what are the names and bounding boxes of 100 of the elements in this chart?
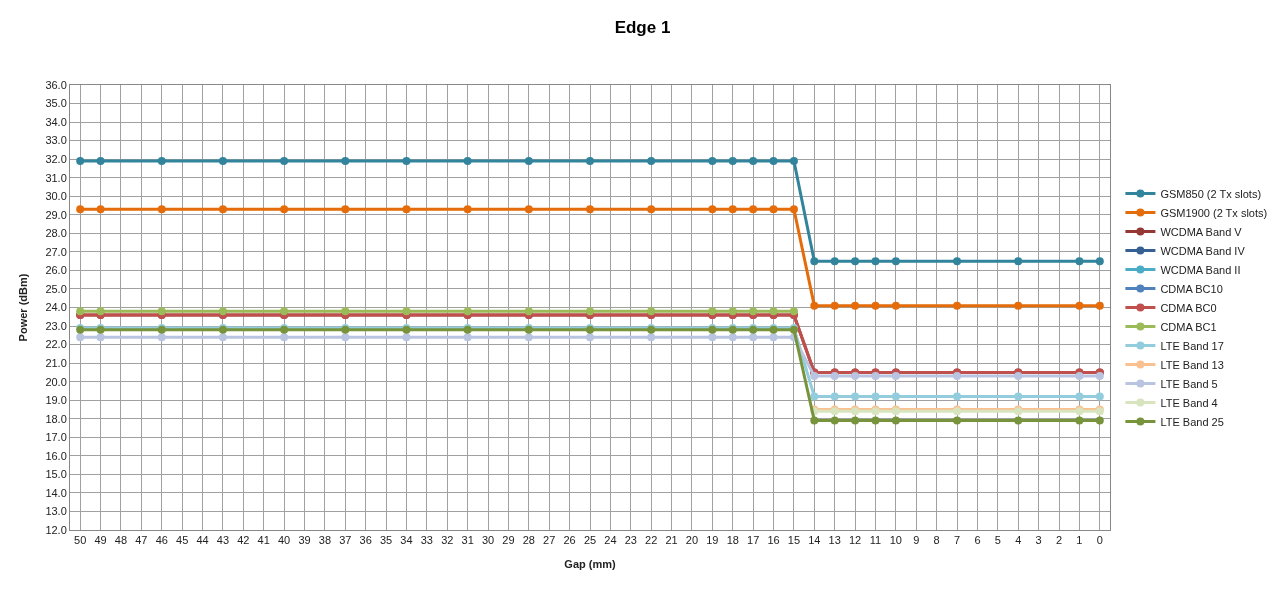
y-tick-label: 26.0 (45, 264, 67, 277)
x-tick-label: 7 (954, 534, 961, 547)
legend-label: LTE Band 5 (1160, 377, 1218, 390)
x-tick-label: 18 (726, 534, 739, 547)
y-tick-label: 36.0 (45, 78, 67, 91)
point (851, 416, 860, 425)
x-tick-label: 16 (767, 534, 780, 547)
point (280, 333, 289, 342)
x-tick-label: 36 (359, 534, 372, 547)
legend-label: WCDMA Band II (1160, 263, 1241, 276)
legend-label: LTE Band 25 (1160, 415, 1224, 428)
point (728, 333, 737, 342)
legend-label: GSM1900 (2 Tx slots) (1160, 206, 1268, 219)
y-tick-label: 13.0 (45, 505, 67, 518)
point (218, 157, 227, 166)
point (96, 333, 105, 342)
x-tick-label: 0 (1096, 534, 1103, 547)
point (728, 205, 737, 214)
y-tick-label: 29.0 (45, 208, 67, 221)
point (708, 205, 717, 214)
point (1014, 372, 1023, 381)
x-tick-label: 50 (74, 534, 87, 547)
x-tick-label: 25 (583, 534, 597, 547)
y-tick-label: 21.0 (45, 356, 67, 369)
legend-label: CDMA BC1 (1160, 320, 1217, 333)
x-tick-label: 6 (974, 534, 981, 547)
point (280, 205, 289, 214)
point (891, 372, 900, 381)
point (1095, 392, 1104, 401)
point (810, 372, 819, 381)
x-tick-label: 26 (563, 534, 576, 547)
point (830, 392, 839, 401)
point (891, 416, 900, 425)
y-tick-label: 16.0 (45, 449, 67, 462)
legend-label: GSM850 (2 Tx slots) (1160, 187, 1262, 200)
x-tick-label: 21 (665, 534, 678, 547)
point (830, 372, 839, 381)
x-tick-label: 43 (216, 534, 230, 547)
point (157, 333, 166, 342)
x-tick-label: 8 (933, 534, 940, 547)
y-tick-label: 33.0 (45, 134, 67, 147)
point (789, 205, 798, 214)
x-tick-label: 9 (913, 534, 920, 547)
y-tick-label: 24.0 (45, 301, 67, 314)
point (1014, 416, 1023, 425)
y-tick-label: 17.0 (45, 431, 67, 444)
x-tick-label: 42 (237, 534, 250, 547)
point (871, 392, 880, 401)
x-tick-label: 20 (685, 534, 699, 547)
point (1014, 301, 1023, 310)
point (96, 157, 105, 166)
x-tick-label: 30 (481, 534, 495, 547)
point (341, 333, 350, 342)
x-tick-label: 45 (176, 534, 189, 547)
point (953, 392, 962, 401)
point (1095, 257, 1104, 266)
y-tick-label: 27.0 (45, 245, 67, 258)
point (1075, 416, 1084, 425)
point (524, 157, 533, 166)
point (402, 157, 411, 166)
point (891, 301, 900, 310)
point (769, 333, 778, 342)
point (871, 257, 880, 266)
y-tick-label: 12.0 (45, 523, 67, 536)
point (586, 205, 594, 214)
point (586, 157, 594, 166)
point (1014, 257, 1023, 266)
point (647, 157, 656, 166)
point (810, 257, 819, 266)
y-tick-label: 20.0 (45, 375, 67, 388)
x-tick-label: 3 (1035, 534, 1042, 547)
point (76, 205, 85, 214)
x-tick-label: 35 (379, 534, 393, 547)
point (769, 157, 778, 166)
point (157, 205, 166, 214)
chart-title: Edge 1 (614, 17, 671, 37)
legend-label: WCDMA Band V (1160, 225, 1243, 238)
point (76, 333, 85, 342)
x-tick-label: 40 (277, 534, 291, 547)
x-tick-label: 41 (257, 534, 270, 547)
point (402, 333, 411, 342)
x-tick-label: 48 (114, 534, 128, 547)
legend-label: LTE Band 4 (1160, 396, 1218, 409)
x-tick-label: 19 (706, 534, 719, 547)
point (96, 205, 105, 214)
point (749, 157, 758, 166)
point (871, 301, 880, 310)
point (1095, 416, 1104, 425)
x-tick-label: 47 (135, 534, 148, 547)
point (810, 416, 819, 425)
x-tick-label: 10 (889, 534, 903, 547)
point (830, 416, 839, 425)
point (157, 157, 166, 166)
point (953, 301, 962, 310)
point (1014, 392, 1023, 401)
x-tick-label: 39 (298, 534, 311, 547)
point (76, 157, 85, 166)
y-tick-label: 35.0 (45, 97, 67, 110)
x-tick-label: 5 (994, 534, 1001, 547)
y-tick-label: 15.0 (45, 468, 67, 481)
